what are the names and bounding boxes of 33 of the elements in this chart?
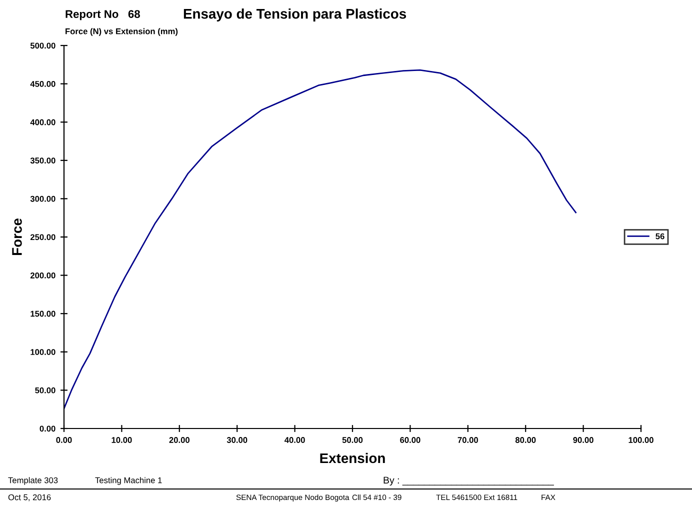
y-tick-label: 50.00 bbox=[35, 387, 56, 394]
line-series bbox=[64, 69, 576, 410]
x-tick-label: 50.00 bbox=[342, 437, 363, 443]
text: Template 303 bbox=[8, 477, 58, 485]
x-tick-label: 10.00 bbox=[112, 437, 132, 443]
y-tick-label: 0.00 bbox=[40, 426, 56, 432]
y-tick-label: 500.00 bbox=[30, 42, 56, 49]
x-tick-label: 80.00 bbox=[515, 437, 536, 443]
x-tick-label: 20.00 bbox=[169, 437, 190, 443]
y-tick-label: 250.00 bbox=[30, 234, 56, 240]
y-tick-label: 100.00 bbox=[30, 349, 56, 355]
chart-title: Ensayo de Tension para Plasticos bbox=[184, 8, 406, 22]
x-tick-label: 100.00 bbox=[628, 437, 654, 443]
y-axis-title: Force bbox=[12, 218, 22, 255]
text: By : ____________________________ bbox=[384, 476, 554, 486]
x-tick-label: 30.00 bbox=[226, 437, 248, 443]
x-tick-label: 0.00 bbox=[56, 437, 72, 443]
x-tick-label: 40.00 bbox=[284, 437, 305, 443]
text: Oct 5, 2016 bbox=[8, 494, 51, 502]
x-axis-title: Extension bbox=[320, 452, 385, 464]
y-tick-label: 350.00 bbox=[30, 158, 56, 164]
y-tick-label: 200.00 bbox=[30, 272, 56, 278]
text: Testing Machine 1 bbox=[95, 477, 162, 485]
y-tick-label: 450.00 bbox=[30, 81, 56, 87]
text: Report No 68 bbox=[66, 10, 140, 20]
y-tick-label: 300.00 bbox=[30, 196, 56, 202]
legend-label: 56 bbox=[656, 233, 664, 240]
x-tick-label: 60.00 bbox=[400, 437, 420, 443]
x-tick-label: 90.00 bbox=[573, 437, 594, 443]
chart-subtitle: Force (N) vs Extension (mm) bbox=[66, 28, 178, 36]
x-tick-label: 70.00 bbox=[458, 437, 478, 443]
y-tick-label: 400.00 bbox=[30, 119, 56, 126]
y-tick-label: 150.00 bbox=[30, 310, 56, 317]
